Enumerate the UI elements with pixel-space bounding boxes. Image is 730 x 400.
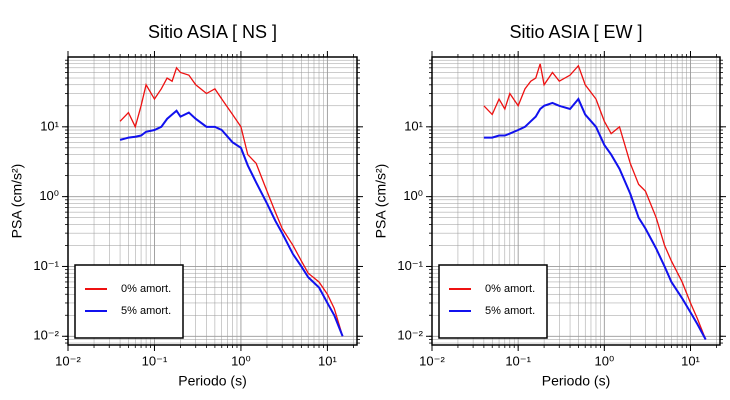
legend-box: [74, 264, 184, 339]
x-tick-label: 10⁻²: [55, 353, 81, 368]
x-tick-label: 10⁻²: [419, 353, 445, 368]
plot-frame: [67, 56, 358, 346]
y-tick-label: 10¹: [404, 118, 423, 133]
y-axis-label: PSA (cm/s²): [373, 164, 389, 239]
y-tick-label: 10⁰: [403, 188, 423, 203]
x-tick-label: 10⁰: [594, 353, 614, 368]
chart-title: Sitio ASIA [ EW ]: [509, 22, 642, 42]
x-tick-label: 10⁻¹: [142, 353, 168, 368]
x-tick-label: 10⁻¹: [505, 353, 531, 368]
legend-label: 5% amort.: [485, 305, 535, 317]
legend-label: 0% amort.: [485, 283, 535, 295]
series-line: [483, 63, 707, 340]
legend-label: 0% amort.: [121, 283, 171, 295]
y-axis-label: PSA (cm/s²): [9, 164, 25, 239]
x-tick-label: 10¹: [318, 353, 337, 368]
y-tick-label: 10⁻¹: [33, 258, 59, 273]
y-tick-label: 10⁻²: [397, 328, 423, 343]
y-tick-label: 10⁻²: [33, 328, 59, 343]
y-tick-label: 10¹: [40, 118, 59, 133]
x-tick-label: 10¹: [681, 353, 700, 368]
y-tick-label: 10⁰: [39, 188, 59, 203]
plot-frame: [431, 56, 721, 346]
y-tick-label: 10⁻¹: [397, 258, 423, 273]
series-line: [119, 66, 344, 337]
legend-label: 5% amort.: [121, 305, 171, 317]
x-axis-label: Periodo (s): [542, 373, 610, 389]
series-line: [119, 109, 344, 337]
chart-title: Sitio ASIA [ NS ]: [148, 22, 277, 42]
legend-box: [438, 264, 548, 339]
x-tick-label: 10⁰: [231, 353, 251, 368]
series-line: [483, 97, 707, 340]
x-axis-label: Periodo (s): [178, 373, 246, 389]
